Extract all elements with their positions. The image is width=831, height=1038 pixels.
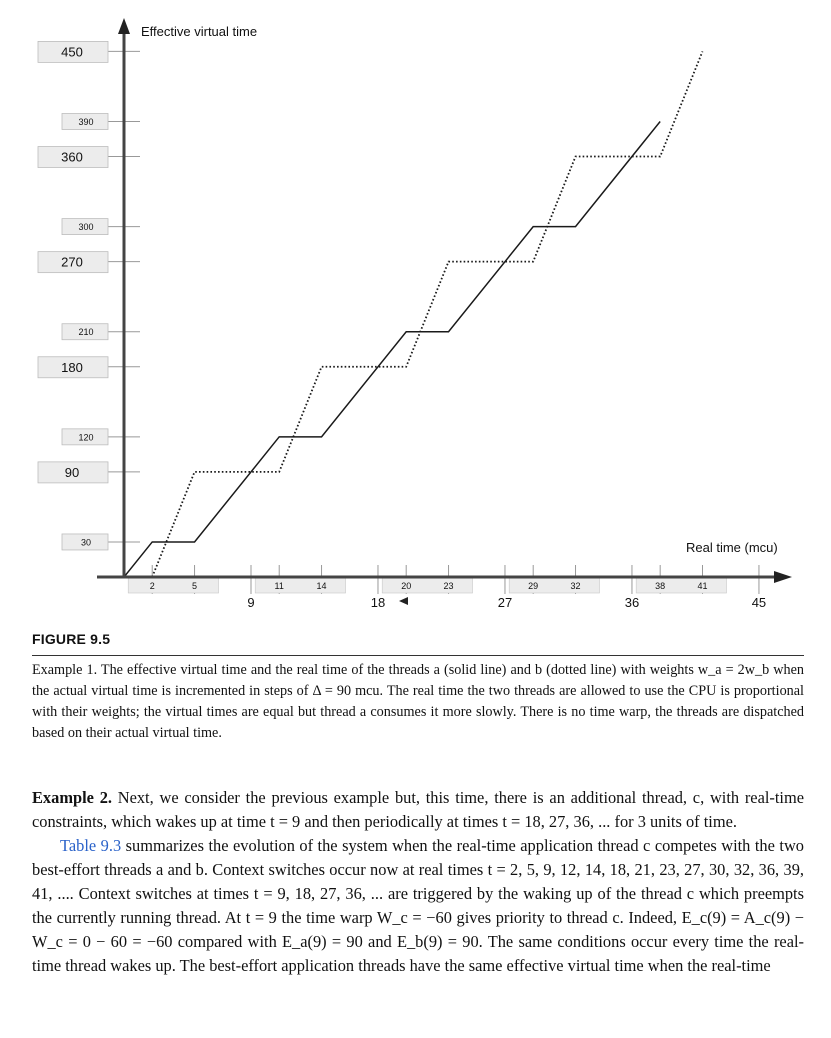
x-tick-label: 11 <box>275 581 284 591</box>
paragraph-1: Example 2. Next, we consider the previou… <box>32 786 804 834</box>
y-tick-box <box>37 461 109 484</box>
y-tick-label: 120 <box>78 432 93 442</box>
x-tick-label: 36 <box>625 595 639 610</box>
thread-a-line <box>123 121 661 578</box>
y-tick-box <box>37 41 109 63</box>
x-axis-title: Real time (mcu) <box>686 540 778 555</box>
x-tick-labels: 2 5 11 14 20 23 29 32 38 41 9 18 27 36 45 <box>127 577 766 610</box>
y-tick-label: 90 <box>65 465 79 480</box>
x-tick-label: 45 <box>752 595 766 610</box>
x-tick-box <box>254 577 346 594</box>
x-tick-label: 20 <box>401 581 411 591</box>
x-tick-label: 41 <box>698 581 708 591</box>
y-tick-label: 180 <box>61 360 83 375</box>
y-tick-label: 390 <box>78 117 93 127</box>
example-heading: Example 2. <box>32 788 112 807</box>
y-tick-label: 300 <box>78 222 93 232</box>
x-tick-label: 29 <box>528 581 538 591</box>
x-tick-box <box>127 577 219 594</box>
x-tick-label: 38 <box>655 581 665 591</box>
paragraph-1-text: Next, we consider the previous example b… <box>32 788 804 831</box>
series-lines <box>123 51 704 578</box>
x-tick-box <box>635 577 727 594</box>
y-tick-label: 360 <box>61 150 83 165</box>
tick-marks <box>108 50 760 594</box>
table-reference-link[interactable]: Table 9.3 <box>60 836 122 855</box>
y-tick-box <box>37 146 109 168</box>
x-tick-label: 27 <box>498 595 512 610</box>
x-axis-arrow <box>774 571 792 583</box>
y-tick-box <box>61 323 109 341</box>
x-tick-label: 2 <box>150 581 155 591</box>
left-arrow-icon <box>399 597 408 605</box>
figure-caption: Example 1. The effective virtual time an… <box>32 662 804 741</box>
y-tick-box <box>37 356 109 379</box>
y-tick-box <box>61 113 109 130</box>
x-tick-label: 23 <box>444 581 454 591</box>
x-tick-label: 9 <box>247 595 254 610</box>
paragraph-2-text: summarizes the evolution of the system w… <box>32 836 804 975</box>
x-tick-label: 14 <box>317 581 327 591</box>
y-tick-label: 270 <box>61 255 83 270</box>
y-tick-box <box>61 533 109 551</box>
y-tick-labels: 90 180 270 360 450 30 120 210 300 390 <box>37 41 109 551</box>
y-tick-label: 30 <box>81 537 91 547</box>
body-text: Example 2. Next, we consider the previou… <box>32 786 804 978</box>
y-tick-label: 210 <box>78 327 93 337</box>
x-tick-box <box>381 577 473 594</box>
y-tick-box <box>61 218 109 236</box>
thread-b-line <box>151 51 704 578</box>
x-tick-label: 32 <box>571 581 581 591</box>
caption-divider <box>32 655 804 656</box>
y-tick-box <box>37 251 109 274</box>
x-tick-label: 18 <box>371 595 385 610</box>
x-tick-label: 5 <box>192 581 197 591</box>
y-tick-box <box>61 428 109 446</box>
y-axis-title: Effective virtual time <box>141 24 257 39</box>
paragraph-2: Table 9.3 summarizes the evolution of th… <box>32 834 804 978</box>
y-axis-arrow <box>118 18 130 34</box>
x-tick-box <box>508 577 600 594</box>
figure-title: FIGURE 9.5 <box>32 631 111 647</box>
y-tick-label: 450 <box>61 44 83 59</box>
